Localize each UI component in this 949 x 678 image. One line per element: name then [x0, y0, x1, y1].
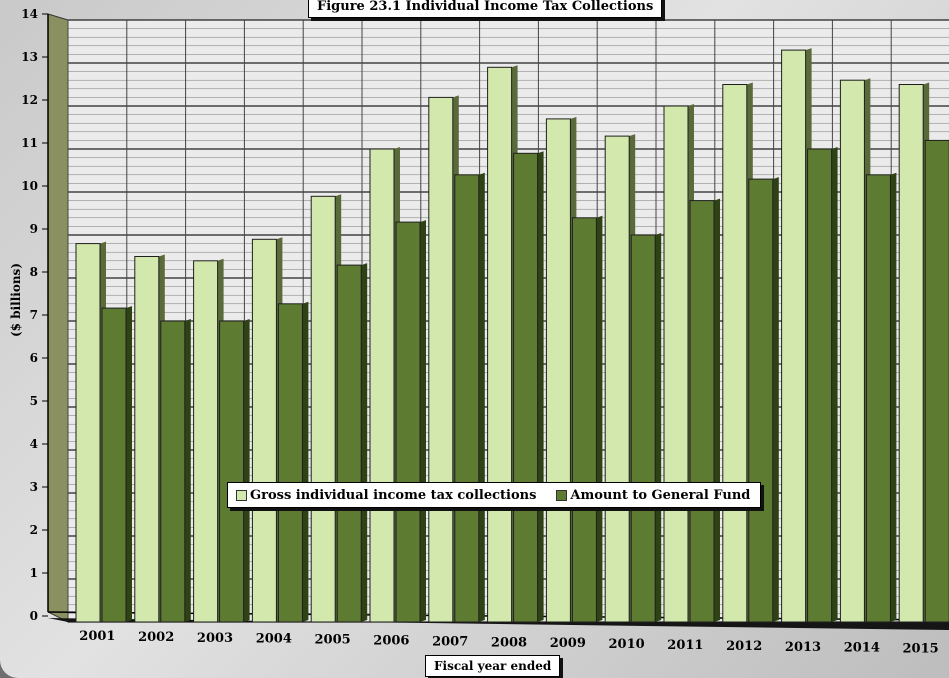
legend-label-general-fund: Amount to General Fund [570, 487, 751, 503]
bar-gross [428, 96, 454, 623]
bar-gross [369, 148, 395, 623]
bar-general-fund-side [831, 147, 838, 622]
bar-gross [134, 256, 160, 623]
bar-general-fund [748, 178, 774, 623]
x-tick-label: 2004 [256, 632, 292, 647]
side-wall [47, 13, 69, 623]
y-tick-label: 8 [30, 265, 38, 279]
bar-general-fund [865, 174, 891, 623]
y-tick-label: 1 [30, 566, 38, 580]
y-tick-label: 13 [21, 50, 38, 64]
bar-general-fund [336, 264, 362, 623]
bar-general-fund [513, 152, 539, 623]
x-tick-label: 2013 [785, 640, 821, 655]
bar-general-fund [924, 139, 949, 623]
bar-general-fund [101, 307, 127, 623]
bar-general-fund [571, 217, 597, 623]
x-axis-label: Fiscal year ended [425, 655, 561, 677]
bar-general-fund-side [302, 301, 309, 622]
y-tick-label: 9 [30, 222, 38, 236]
bar-general-fund-side [772, 177, 779, 622]
legend-item-general-fund: Amount to General Fund [556, 488, 750, 503]
x-tick-label: 2003 [197, 631, 233, 646]
y-tick-label: 3 [30, 480, 38, 494]
y-tick-label: 0 [30, 609, 38, 623]
legend: Gross individual income tax collections … [227, 482, 762, 508]
bar-general-fund-side [243, 319, 250, 622]
bar-general-fund [395, 221, 421, 623]
bar-gross [251, 238, 277, 623]
bar-general-fund-side [537, 151, 544, 623]
legend-item-gross: Gross individual income tax collections [236, 488, 536, 503]
x-tick-label: 2008 [491, 635, 527, 650]
bar-general-fund-side [478, 172, 485, 623]
x-tick-label: 2014 [844, 641, 880, 656]
y-tick-label: 10 [21, 179, 38, 193]
bar-general-fund-side [126, 306, 132, 622]
y-tick-label: 11 [21, 136, 38, 150]
bar-gross [545, 118, 571, 623]
x-tick-label: 2002 [138, 630, 174, 645]
y-tick-label: 14 [21, 7, 38, 21]
x-tick-label: 2012 [726, 639, 762, 654]
x-tick-label: 2010 [609, 637, 645, 652]
bar-general-fund-side [420, 220, 426, 622]
bar-general-fund-side [596, 215, 603, 623]
chart-title: Figure 23.1 Individual Income Tax Collec… [308, 0, 663, 18]
y-tick-label: 2 [30, 523, 38, 537]
bar-gross [663, 105, 689, 623]
bar-general-fund [219, 320, 245, 623]
x-tick-label: 2009 [550, 636, 586, 651]
x-tick-label: 2015 [903, 642, 939, 657]
bar-gross [781, 49, 807, 623]
bar-gross [898, 84, 924, 623]
x-tick-label: 2001 [79, 629, 115, 644]
bar-general-fund-side [184, 319, 191, 622]
bar-general-fund [454, 174, 480, 623]
legend-swatch-general-fund [556, 489, 568, 501]
y-tick-label: 5 [30, 394, 38, 408]
bar-gross [839, 79, 865, 623]
bar-gross [75, 243, 101, 623]
x-tick-label: 2006 [373, 634, 409, 649]
bar-general-fund-side [361, 263, 368, 622]
bar-gross [310, 195, 336, 623]
bar-general-fund-side [714, 198, 720, 622]
bar-general-fund [630, 234, 656, 623]
y-tick-label: 6 [30, 351, 38, 365]
bar-gross [604, 135, 630, 623]
bar-general-fund [160, 320, 186, 623]
bar-gross [487, 66, 513, 623]
y-tick-label: 12 [21, 93, 38, 107]
bar-gross [193, 260, 219, 623]
y-tick-label: 4 [30, 437, 38, 451]
bar-general-fund [689, 200, 715, 623]
bar-general-fund [277, 303, 303, 623]
x-tick-label: 2007 [432, 634, 468, 649]
legend-swatch-gross [236, 489, 247, 501]
legend-label-gross: Gross individual income tax collections [250, 487, 537, 503]
bar-general-fund-side [890, 172, 897, 623]
bar-general-fund [807, 148, 833, 623]
y-tick-label: 7 [30, 308, 38, 322]
x-tick-label: 2005 [315, 633, 351, 648]
x-tick-label: 2011 [667, 638, 703, 653]
y-axis-label: ($ billions) [9, 263, 23, 337]
bar-gross [722, 84, 748, 623]
bar-general-fund-side [655, 233, 662, 622]
